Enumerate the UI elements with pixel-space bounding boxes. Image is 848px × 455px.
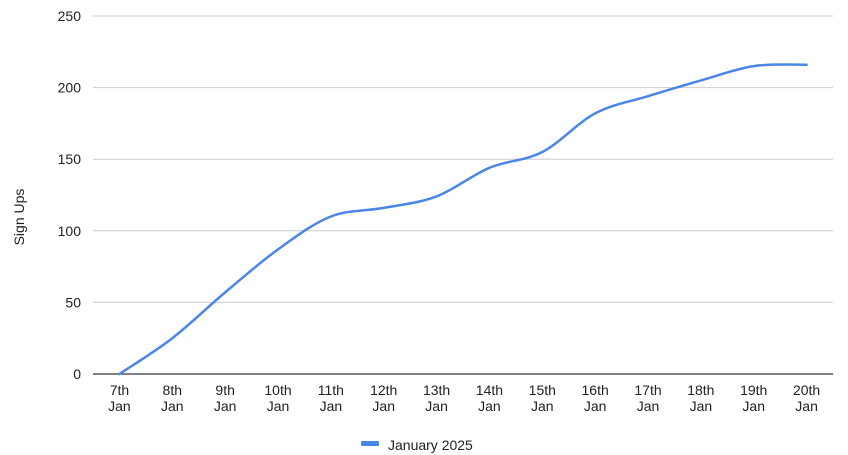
x-tick-label: 20th Jan [793, 382, 820, 414]
y-tick-label: 150 [58, 151, 82, 167]
legend-swatch [361, 441, 379, 446]
series-group [118, 63, 808, 376]
y-tick-label: 50 [65, 294, 81, 310]
x-tick-label: 13th Jan [423, 382, 450, 414]
x-tick-label: 14th Jan [476, 382, 503, 414]
x-tick-label: 15th Jan [529, 382, 556, 414]
x-tick-label: 19th Jan [740, 382, 767, 414]
y-tick-label: 200 [58, 80, 82, 96]
y-axis-ticks: 0 50 100 150 200 250 [58, 8, 82, 382]
x-tick-label: 10th Jan [264, 382, 291, 414]
grid-lines [93, 15, 833, 375]
x-tick-label: 16th Jan [582, 382, 609, 414]
x-tick-label: 18th Jan [687, 382, 714, 414]
x-tick-label: 11th Jan [318, 382, 344, 414]
legend: January 2025 [361, 437, 473, 453]
series-line [118, 63, 808, 376]
x-tick-label: 8th Jan [161, 382, 184, 414]
x-axis-ticks: 7th Jan 8th Jan 9th Jan 10th Jan 11th Jan 12th Jan 1… [108, 382, 820, 414]
x-tick-label: 9th Jan [214, 382, 237, 414]
x-tick-label: 12th Jan [370, 382, 397, 414]
y-tick-label: 100 [58, 223, 82, 239]
y-tick-label: 0 [73, 366, 81, 382]
y-axis-title: Sign Ups [11, 189, 27, 246]
y-tick-label: 250 [58, 8, 82, 24]
legend-label: January 2025 [388, 437, 473, 453]
x-tick-label: 17th Jan [634, 382, 661, 414]
x-tick-label: 7th Jan [108, 382, 131, 414]
